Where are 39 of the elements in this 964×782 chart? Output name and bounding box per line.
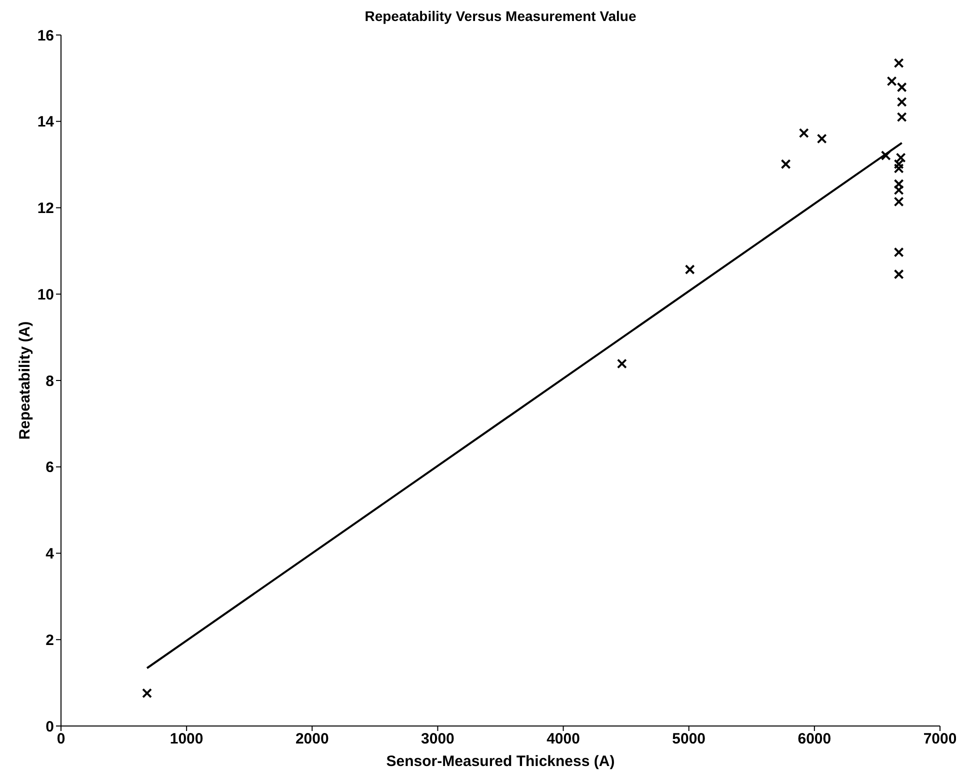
point — [894, 185, 904, 196]
point — [894, 159, 904, 170]
point — [894, 196, 904, 207]
point — [798, 128, 809, 138]
point — [894, 247, 904, 258]
y-tick-label: 2 — [46, 632, 54, 649]
point — [886, 76, 897, 86]
x-tick-label: 1000 — [170, 730, 204, 748]
y-tick-label: 16 — [37, 27, 54, 44]
point — [896, 152, 906, 163]
point — [894, 58, 904, 68]
y-tick-label: 8 — [46, 372, 54, 390]
x-tick-label: 5000 — [672, 730, 706, 748]
point — [880, 150, 891, 160]
point — [616, 358, 627, 369]
point — [896, 96, 907, 107]
point — [816, 134, 827, 144]
y-axis-title: Repeatability (A) — [16, 321, 34, 440]
x-tick-label: 3000 — [421, 730, 454, 748]
y-tick-label: 10 — [37, 286, 54, 304]
y-tick-label: 6 — [46, 459, 54, 476]
y-tick-label: 4 — [46, 546, 55, 563]
point — [142, 688, 152, 698]
point — [894, 269, 904, 280]
point — [894, 178, 904, 189]
point — [684, 264, 695, 275]
y-tick-label: 12 — [37, 200, 54, 218]
x-tick-label: 2000 — [295, 730, 329, 748]
x-axis-title: Sensor-Measured Thickness (A) — [386, 753, 615, 770]
x-tick-label: 4000 — [546, 730, 580, 748]
chart-title: Repeatability Versus Measurement Value — [364, 8, 638, 24]
x-tick-label: 7000 — [923, 730, 957, 748]
y-tick-label: 0 — [46, 718, 54, 736]
point — [780, 159, 791, 170]
point — [896, 112, 907, 122]
point — [894, 163, 904, 174]
x-tick-label: 6000 — [798, 730, 832, 748]
point — [896, 82, 907, 92]
y-tick-label: 14 — [37, 114, 55, 131]
